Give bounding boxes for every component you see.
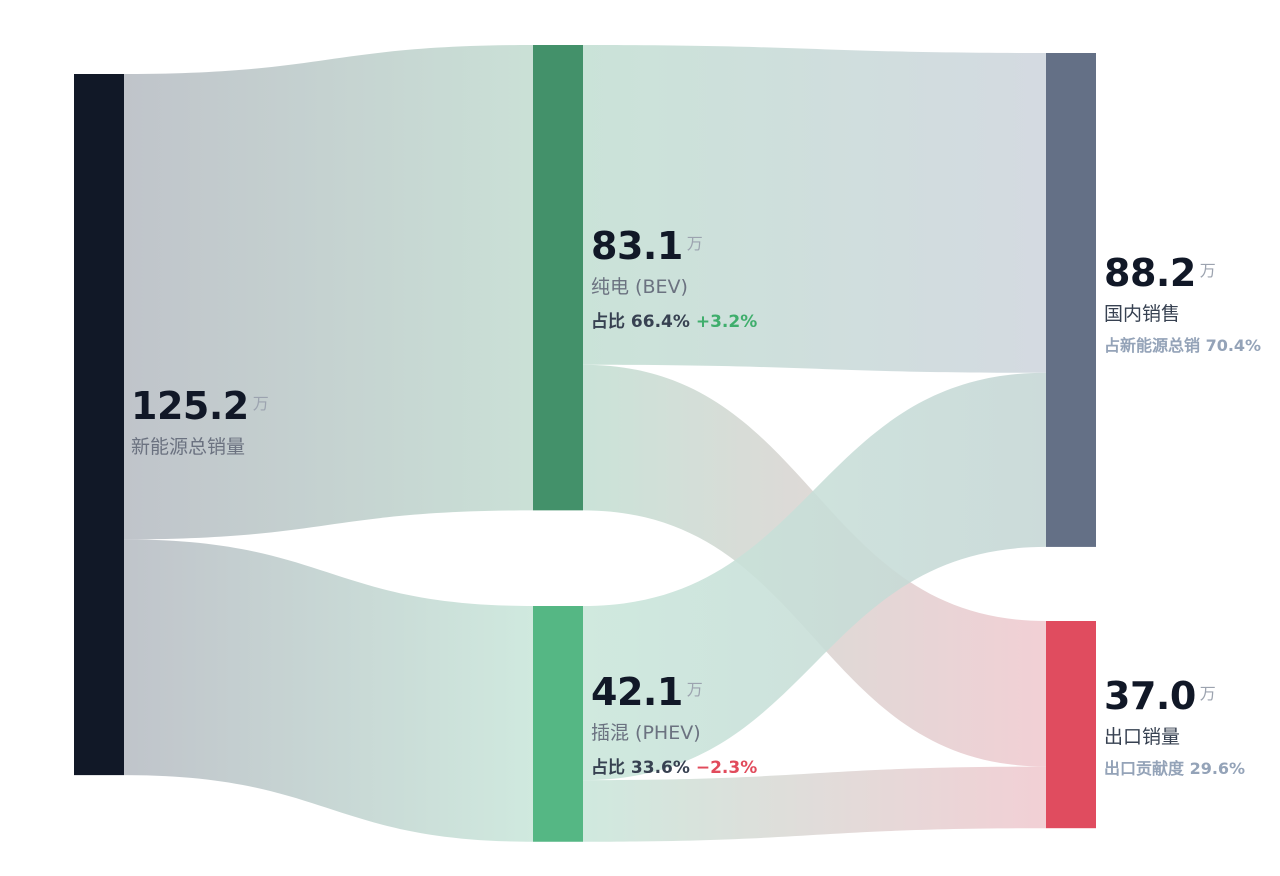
total-value: 125.2 — [131, 384, 249, 428]
domestic-sub: 占新能源总销 70.4% — [1104, 336, 1262, 355]
phev-unit: 万 — [686, 680, 703, 699]
label-total: 125.2 万 新能源总销量 — [131, 384, 269, 459]
phev-value: 42.1 — [591, 670, 683, 714]
total-name: 新能源总销量 — [131, 436, 246, 458]
bev-share-label: 占比 66.4% — [591, 312, 690, 332]
phev-share-label: 占比 33.6% — [591, 758, 690, 778]
export-name: 出口销量 — [1104, 726, 1181, 748]
label-export: 37.0 万 出口销量 出口贡献度 29.6% — [1104, 674, 1245, 779]
link-total-bev — [124, 45, 533, 540]
domestic-name: 国内销售 — [1104, 303, 1181, 325]
bev-share: 占比 66.4% +3.2% — [591, 307, 757, 332]
link-phev-export — [583, 766, 1046, 842]
bev-value: 83.1 — [591, 224, 683, 268]
link-total-phev — [124, 539, 533, 842]
export-sub: 出口贡献度 29.6% — [1104, 759, 1246, 778]
export-unit: 万 — [1199, 684, 1216, 703]
label-phev: 42.1 万 插混 (PHEV) 占比 33.6% −2.3% — [591, 670, 757, 778]
label-domestic: 88.2 万 国内销售 占新能源总销 70.4% — [1104, 251, 1261, 356]
phev-name: 插混 (PHEV) — [591, 722, 701, 744]
link-phev-domestic — [583, 372, 1046, 781]
node-total — [74, 74, 124, 776]
node-domestic — [1046, 53, 1096, 547]
link-bev-domestic — [583, 45, 1046, 373]
label-bev: 83.1 万 纯电 (BEV) 占比 66.4% +3.2% — [591, 224, 757, 332]
total-unit: 万 — [252, 394, 269, 413]
node-export — [1046, 621, 1096, 829]
phev-change: −2.3% — [695, 758, 758, 778]
node-phev — [533, 606, 583, 842]
node-bev — [533, 45, 583, 511]
domestic-unit: 万 — [1199, 261, 1216, 280]
export-value: 37.0 — [1104, 674, 1196, 718]
domestic-value: 88.2 — [1104, 251, 1196, 295]
bev-unit: 万 — [686, 234, 703, 253]
bev-name: 纯电 (BEV) — [591, 276, 688, 298]
phev-share: 占比 33.6% −2.3% — [591, 753, 757, 778]
bev-change: +3.2% — [695, 312, 758, 332]
